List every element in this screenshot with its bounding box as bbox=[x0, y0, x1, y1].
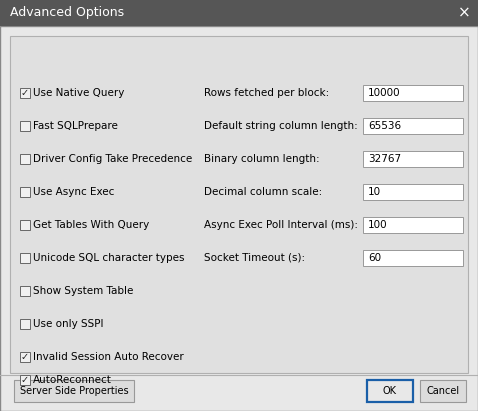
Bar bbox=[10, 36, 468, 373]
Text: Get Tables With Query: Get Tables With Query bbox=[33, 220, 149, 230]
Text: ✓: ✓ bbox=[21, 375, 29, 385]
Text: Default string column length:: Default string column length: bbox=[204, 121, 358, 131]
Text: ✓: ✓ bbox=[21, 352, 29, 362]
Text: Binary column length:: Binary column length: bbox=[204, 154, 320, 164]
Bar bbox=[20, 319, 30, 329]
Bar bbox=[363, 85, 463, 101]
Text: AutoReconnect: AutoReconnect bbox=[33, 375, 112, 385]
Bar bbox=[363, 118, 463, 134]
Bar bbox=[20, 121, 30, 131]
Text: 10000: 10000 bbox=[368, 88, 401, 98]
Text: Use Async Exec: Use Async Exec bbox=[33, 187, 114, 197]
Text: Cancel: Cancel bbox=[426, 386, 459, 396]
Text: Use Native Query: Use Native Query bbox=[33, 88, 124, 98]
Bar bbox=[420, 380, 466, 402]
Text: Rows fetched per block:: Rows fetched per block: bbox=[204, 88, 329, 98]
Text: 10: 10 bbox=[368, 187, 381, 197]
Bar bbox=[14, 380, 134, 402]
Bar bbox=[20, 220, 30, 230]
Text: Show System Table: Show System Table bbox=[33, 286, 133, 296]
Text: ×: × bbox=[457, 5, 470, 21]
Text: Invalid Session Auto Recover: Invalid Session Auto Recover bbox=[33, 352, 184, 362]
Bar bbox=[363, 151, 463, 167]
Text: Socket Timeout (s):: Socket Timeout (s): bbox=[204, 253, 305, 263]
Text: ✓: ✓ bbox=[21, 88, 29, 98]
Bar bbox=[363, 184, 463, 200]
Bar bbox=[20, 286, 30, 296]
Text: Advanced Options: Advanced Options bbox=[10, 7, 124, 19]
Text: 60: 60 bbox=[368, 253, 381, 263]
Text: Async Exec Poll Interval (ms):: Async Exec Poll Interval (ms): bbox=[204, 220, 358, 230]
Bar bbox=[20, 88, 30, 98]
Text: Fast SQLPrepare: Fast SQLPrepare bbox=[33, 121, 118, 131]
Bar bbox=[367, 380, 413, 402]
Bar bbox=[20, 352, 30, 362]
Text: 100: 100 bbox=[368, 220, 388, 230]
Text: Driver Config Take Precedence: Driver Config Take Precedence bbox=[33, 154, 192, 164]
Bar bbox=[20, 253, 30, 263]
Text: Unicode SQL character types: Unicode SQL character types bbox=[33, 253, 185, 263]
Bar bbox=[20, 187, 30, 197]
Bar bbox=[20, 154, 30, 164]
Bar bbox=[363, 217, 463, 233]
Text: OK: OK bbox=[383, 386, 397, 396]
Bar bbox=[20, 375, 30, 385]
Text: Server Side Properties: Server Side Properties bbox=[20, 386, 128, 396]
Text: 65536: 65536 bbox=[368, 121, 401, 131]
Text: 32767: 32767 bbox=[368, 154, 401, 164]
Bar bbox=[363, 250, 463, 266]
Text: Decimal column scale:: Decimal column scale: bbox=[204, 187, 322, 197]
Text: Use only SSPI: Use only SSPI bbox=[33, 319, 104, 329]
Bar bbox=[0, 0, 478, 26]
